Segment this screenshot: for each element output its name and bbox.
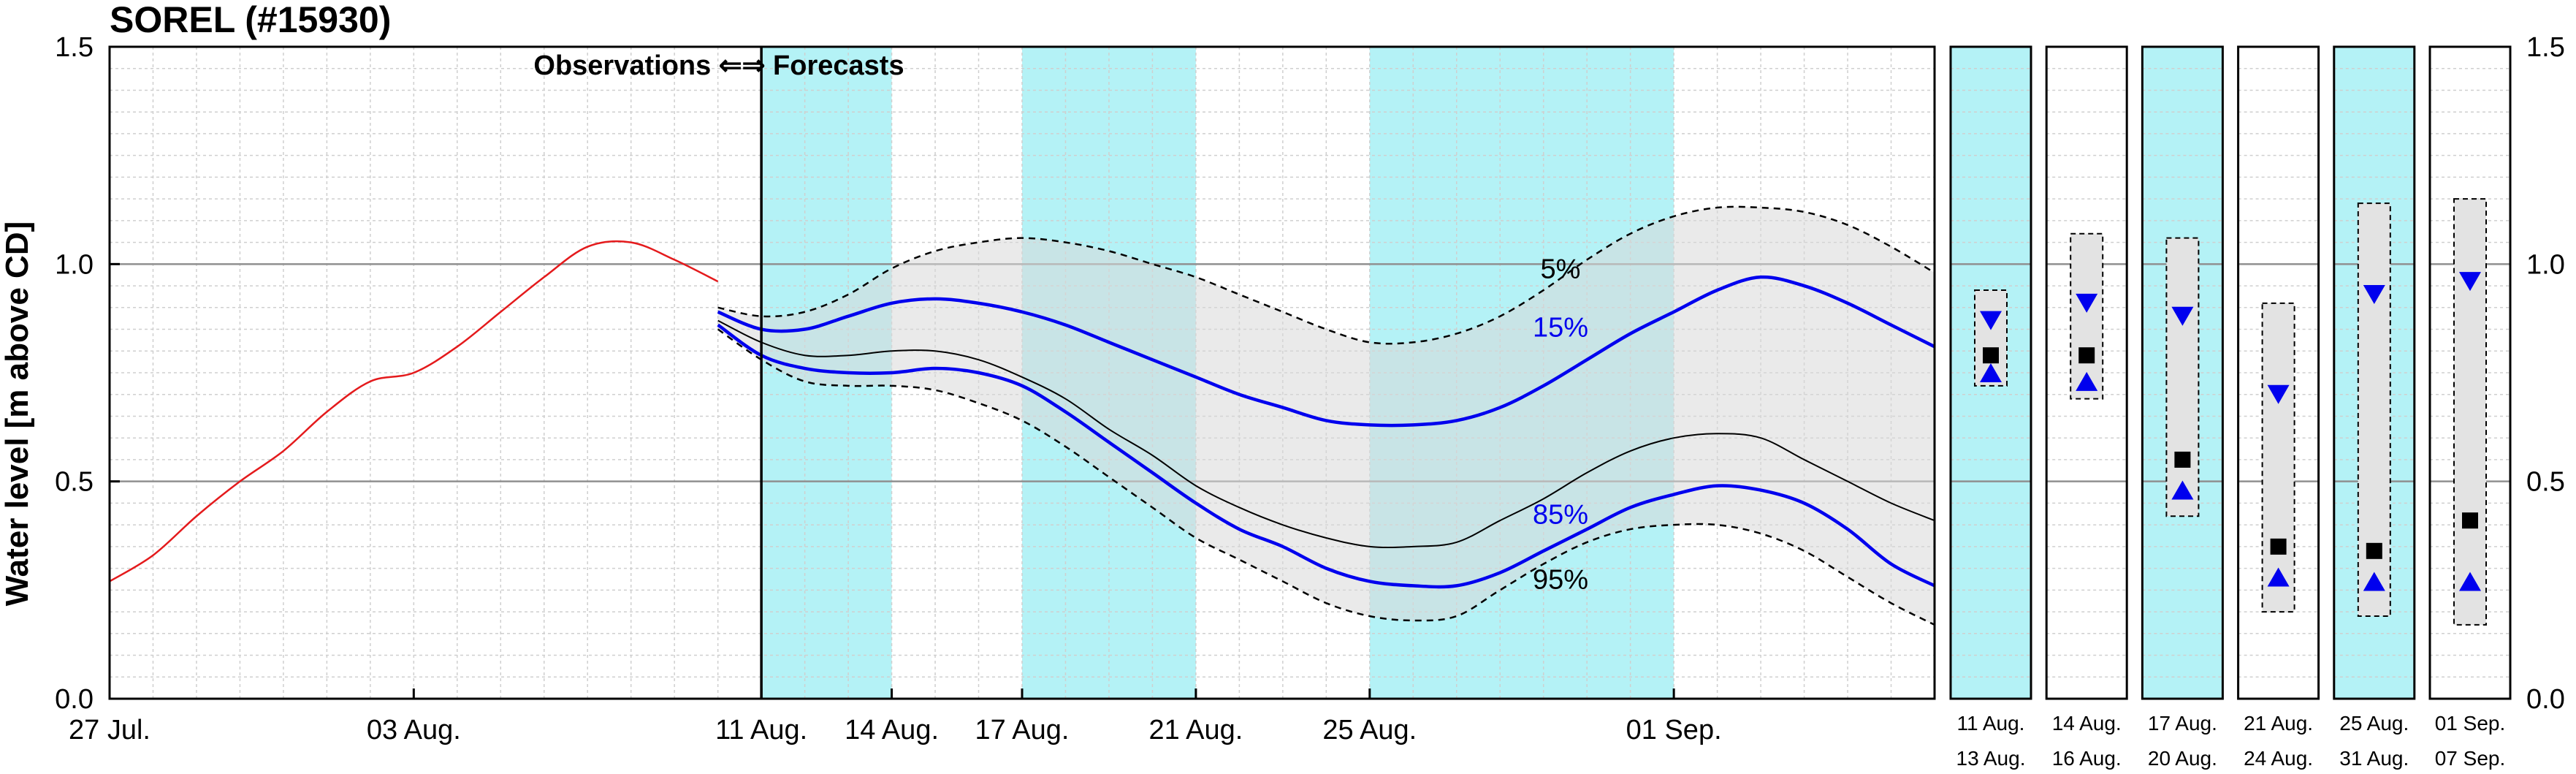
- x-tick-label: 01 Sep.: [1626, 715, 1722, 745]
- y-tick-label-right: 1.5: [2526, 32, 2565, 63]
- panel-top-label: 21 Aug.: [2244, 712, 2313, 735]
- x-tick-label: 21 Aug.: [1148, 715, 1243, 745]
- panel-bottom-label: 13 Aug.: [1956, 747, 2026, 770]
- x-tick-label: 14 Aug.: [845, 715, 939, 745]
- x-tick-label: 17 Aug.: [975, 715, 1070, 745]
- panel-top-label: 14 Aug.: [2052, 712, 2122, 735]
- y-tick-label: 1.5: [55, 32, 94, 63]
- panel-border: [2237, 45, 2320, 700]
- y-tick-label-right: 1.0: [2526, 249, 2565, 280]
- summary-panel-3: 17 Aug. 20 Aug.: [2141, 45, 2224, 770]
- y-tick-label-right: 0.5: [2526, 467, 2565, 498]
- axis-labels: 0.0 0.5 1.0 1.5 0.0 0.5 1.0 1.5 27 Jul. 03 Aug. 11…: [55, 32, 2565, 745]
- panel-down-marker: [2076, 293, 2098, 313]
- x-tick-label: 11 Aug.: [715, 715, 807, 745]
- panel-down-marker: [2267, 384, 2290, 404]
- panel-border: [1949, 45, 2032, 700]
- panel-median-marker: [2078, 347, 2095, 364]
- panel-down-marker: [2171, 306, 2194, 326]
- panel-range-box: [2070, 232, 2104, 400]
- panel-bottom-label: 16 Aug.: [2052, 747, 2122, 770]
- panel-border: [2333, 45, 2416, 700]
- panel-top-label: 01 Sep.: [2435, 712, 2506, 735]
- panel-top-label: 25 Aug.: [2339, 712, 2409, 735]
- panel-bottom-label: 24 Aug.: [2244, 747, 2313, 770]
- summary-panel-5: 25 Aug. 31 Aug.: [2333, 45, 2416, 770]
- observations-forecasts-label: Observations ⇐⇒ Forecasts: [533, 50, 904, 81]
- panel-median-marker: [2270, 538, 2287, 555]
- y-axis-label: Water level [m above CD]: [0, 221, 35, 607]
- panel-bottom-label: 20 Aug.: [2148, 747, 2217, 770]
- panel-up-marker: [2459, 572, 2481, 591]
- forecast-series-3: [717, 319, 1935, 548]
- panel-down-marker: [2363, 284, 2385, 304]
- forecast-series-1: [717, 205, 1935, 345]
- forecast-series-2: [717, 275, 1936, 428]
- series-label: 95%: [1533, 564, 1588, 595]
- x-tick-label: 27 Jul.: [69, 715, 150, 745]
- forecast-series-4: [717, 323, 1936, 589]
- panel-down-marker: [2459, 272, 2481, 292]
- main-series: 5% 15% 85% 95%: [109, 205, 1936, 626]
- panel-median-marker: [1983, 347, 1999, 364]
- x-tick-label: 25 Aug.: [1322, 715, 1417, 745]
- chart-title: SOREL (#15930): [110, 0, 391, 40]
- panel-top-label: 11 Aug.: [1957, 712, 2025, 735]
- series-label: 85%: [1533, 499, 1588, 530]
- summary-panel-6: 01 Sep. 07 Sep.: [2428, 45, 2512, 770]
- panel-up-marker: [2076, 371, 2098, 391]
- y-tick-label: 0.5: [55, 467, 94, 498]
- summary-panel-2: 14 Aug. 16 Aug.: [2045, 45, 2128, 770]
- forecast-series-5: [717, 328, 1935, 626]
- panel-median-marker: [2462, 512, 2478, 529]
- panel-median-marker: [2366, 542, 2382, 559]
- panel-border: [2141, 45, 2224, 700]
- panel-down-marker: [1980, 311, 2002, 330]
- panel-border: [2428, 45, 2512, 700]
- panel-median-marker: [2174, 451, 2191, 468]
- summary-panel-1: 11 Aug. 13 Aug.: [1949, 45, 2032, 770]
- x-tick-label: 03 Aug.: [367, 715, 461, 745]
- summary-panels: 11 Aug. 13 Aug. 14 Aug. 16 Aug. 17 Aug. 20 Au…: [1949, 45, 2512, 770]
- panel-range-box: [2453, 198, 2487, 626]
- panel-up-marker: [2363, 572, 2385, 591]
- panel-up-marker: [2267, 567, 2290, 587]
- observations-line: [109, 240, 719, 583]
- panel-up-marker: [2171, 480, 2194, 500]
- panel-range-box: [2165, 237, 2200, 517]
- panel-range-box: [2261, 302, 2295, 613]
- panel-up-marker: [1980, 363, 2002, 382]
- series-label: 5%: [1541, 254, 1581, 284]
- y-tick-label-right: 0.0: [2526, 684, 2565, 715]
- panel-bottom-label: 07 Sep.: [2435, 747, 2506, 770]
- panel-bottom-label: 31 Aug.: [2339, 747, 2409, 770]
- y-tick-label: 0.0: [55, 684, 94, 715]
- y-tick-label: 1.0: [55, 249, 94, 280]
- panel-top-label: 17 Aug.: [2148, 712, 2217, 735]
- series-label: 15%: [1533, 313, 1588, 344]
- summary-panel-4: 21 Aug. 24 Aug.: [2237, 45, 2320, 770]
- panel-border: [2045, 45, 2128, 700]
